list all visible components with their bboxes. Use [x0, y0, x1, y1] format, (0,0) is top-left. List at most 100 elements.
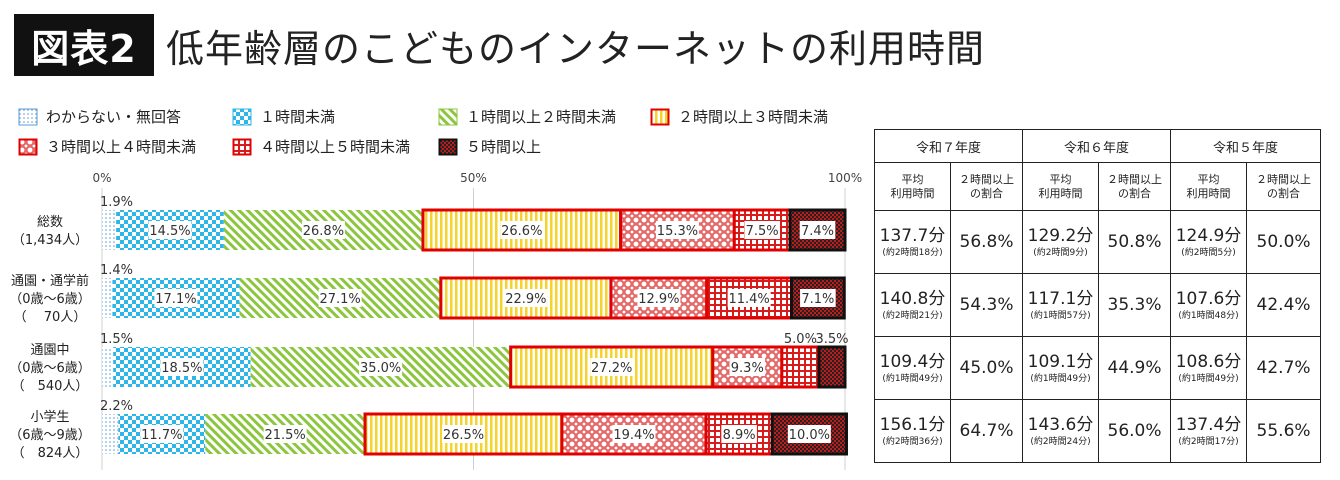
- bar-segment: [780, 345, 821, 389]
- ratio-cell: 50.0%: [1246, 210, 1322, 274]
- category-label: （ 70人）: [14, 310, 87, 325]
- data-label: 14.5%: [149, 224, 190, 239]
- data-label: 8.9%: [723, 428, 756, 443]
- legend-item-2-3h: ２時間以上３時間未満: [650, 106, 828, 127]
- figure-badge: 図表2: [14, 14, 154, 76]
- ratio-cell: 56.8%: [949, 210, 1024, 274]
- legend-swatch-circles: [18, 138, 38, 155]
- avg-value: 140.8分: [879, 289, 946, 309]
- data-label: 9.3%: [731, 361, 764, 376]
- data-label: 21.5%: [264, 428, 305, 443]
- x-tick-label: 100%: [828, 171, 862, 185]
- data-label: 1.5%: [100, 332, 133, 347]
- avg-value: 129.2分: [1027, 226, 1094, 246]
- x-tick-label: 0%: [92, 171, 111, 185]
- avg-approx: (約1時間49分): [1030, 374, 1091, 384]
- avg-cell: 109.4分 (約1時間49分): [874, 336, 951, 400]
- avg-approx: (約2時間18分): [882, 248, 943, 258]
- data-label-bg: [655, 221, 699, 239]
- data-label: 18.5%: [161, 361, 202, 376]
- data-label: 7.1%: [801, 292, 834, 307]
- year-header: 令和６年度: [1022, 129, 1172, 163]
- data-label: 26.5%: [443, 428, 484, 443]
- data-label: 3.5%: [815, 332, 848, 347]
- avg-value: 143.6分: [1027, 415, 1094, 435]
- data-label-bg: [504, 289, 548, 307]
- avg-approx: (約2時間24分): [1030, 437, 1091, 447]
- col-header-avg: 平均 利用時間: [874, 162, 951, 211]
- legend-label: ５時間以上: [466, 138, 542, 156]
- avg-value: 107.6分: [1175, 289, 1242, 309]
- category-label: 総数: [37, 215, 63, 230]
- data-label: 1.9%: [100, 195, 133, 210]
- year-header: 令和５年度: [1170, 129, 1322, 163]
- avg-value: 109.4分: [879, 352, 946, 372]
- stacked-bar-chart: 0% 50% 100% 総数 （1,434人） 通園・通学前 （0歳～6歳） （ 70人） 通…: [9, 171, 862, 470]
- legend-label: ２時間以上３時間未満: [678, 108, 829, 126]
- data-label: 19.4%: [613, 428, 654, 443]
- bar-segment: [560, 412, 708, 456]
- legend-item-unknown: わからない・無回答: [18, 106, 181, 127]
- data-label: 15.3%: [657, 224, 698, 239]
- avg-value: 108.6分: [1175, 352, 1242, 372]
- data-label-bg: [359, 358, 403, 376]
- avg-value: 137.4分: [1175, 415, 1242, 435]
- ratio-cell: 45.0%: [949, 336, 1024, 400]
- data-label-bg: [263, 425, 307, 443]
- data-label: 17.1%: [155, 292, 196, 307]
- table-row: 109.4分 (約1時間49分) 45.0% 109.1分 (約1時間49分) 44.9%…: [874, 336, 1322, 400]
- avg-value: 137.7分: [879, 226, 946, 246]
- data-label-bg: [441, 425, 485, 443]
- avg-cell: 109.1分 (約1時間49分): [1022, 336, 1100, 400]
- avg-cell: 124.9分 (約2時間5分): [1170, 210, 1248, 274]
- avg-value: 156.1分: [879, 415, 946, 435]
- ratio-cell: 64.7%: [949, 399, 1024, 463]
- category-label: （0歳～6歳）: [9, 361, 91, 376]
- category-label: （ 824人）: [12, 446, 89, 461]
- ratio-cell: 35.3%: [1098, 273, 1172, 337]
- x-tick-label: 50%: [460, 171, 487, 185]
- summary-table: 令和７年度 令和６年度 令和５年度 平均 利用時間 ２時間以上 の割合 平均 利用時間 ２時…: [873, 129, 1322, 463]
- ratio-cell: 44.9%: [1098, 336, 1172, 400]
- avg-cell: 137.7分 (約2時間18分): [874, 210, 951, 274]
- bar-segment: [102, 278, 113, 318]
- avg-cell: 137.4分 (約2時間17分): [1170, 399, 1248, 463]
- avg-cell: 140.8分 (約2時間21分): [874, 273, 951, 337]
- avg-approx: (約2時間9分): [1033, 248, 1088, 258]
- data-label: 7.4%: [801, 224, 834, 239]
- data-label-bg: [637, 289, 681, 307]
- data-label-bg: [727, 289, 771, 307]
- legend-swatch-vert: [650, 108, 670, 125]
- col-header-ratio: ２時間以上 の割合: [1098, 162, 1172, 211]
- legend-swatch-grid: [232, 138, 252, 155]
- col-header-avg: 平均 利用時間: [1170, 162, 1248, 211]
- data-label-bg: [787, 425, 831, 443]
- data-label-bg: [744, 221, 780, 239]
- avg-approx: (約2時間5分): [1181, 248, 1236, 258]
- avg-cell: 117.1分 (約1時間57分): [1022, 273, 1100, 337]
- col-header-ratio: ２時間以上 の割合: [949, 162, 1024, 211]
- data-label-bg: [160, 358, 204, 376]
- legend-item-over-5h: ５時間以上: [438, 136, 541, 157]
- category-label: （0歳～6歳）: [9, 292, 91, 307]
- avg-cell: 143.6分 (約2時間24分): [1022, 399, 1100, 463]
- data-label-bg: [800, 289, 836, 307]
- legend-label: １時間未満: [260, 108, 336, 126]
- ratio-cell: 54.3%: [949, 273, 1024, 337]
- avg-value: 117.1分: [1027, 289, 1094, 309]
- data-label-bg: [154, 289, 198, 307]
- data-label: 26.8%: [303, 224, 344, 239]
- table-row: 156.1分 (約2時間36分) 64.7% 143.6分 (約2時間24分) 56.0%…: [874, 399, 1322, 463]
- legend-swatch-dots: [18, 108, 38, 125]
- avg-value: 109.1分: [1027, 352, 1094, 372]
- data-label: 22.9%: [505, 292, 546, 307]
- legend-item-under-1h: １時間未満: [232, 106, 335, 127]
- data-label-bg: [500, 221, 544, 239]
- avg-approx: (約2時間21分): [882, 311, 943, 321]
- data-label-bg: [148, 221, 192, 239]
- avg-approx: (約1時間49分): [1178, 374, 1239, 384]
- bar-segment: [363, 412, 564, 456]
- data-label: 11.7%: [141, 428, 182, 443]
- category-label: （6歳～9歳）: [9, 428, 91, 443]
- legend-swatch-diag: [438, 108, 458, 125]
